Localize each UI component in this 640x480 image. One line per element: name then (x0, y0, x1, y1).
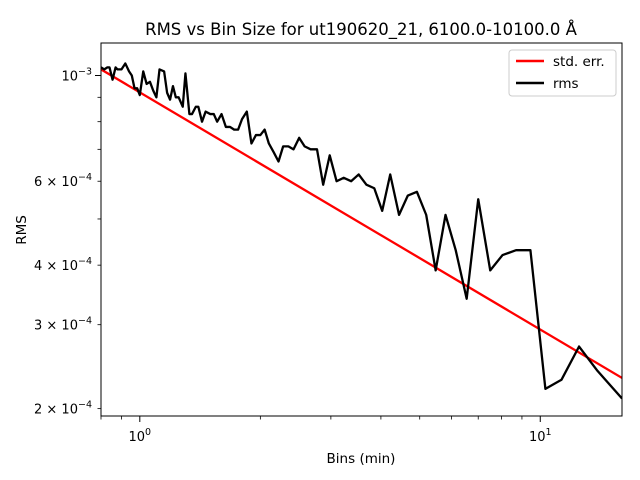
plot-frame (100, 42, 623, 417)
legend: std. err. rms (508, 49, 617, 97)
x-tick-label: 101 (529, 427, 552, 445)
y-tick-label: 3 × 10−4 (34, 316, 92, 334)
series-line-rms (101, 62, 622, 400)
x-tick-label: 100 (129, 427, 152, 445)
y-tick-label: 2 × 10−4 (34, 400, 92, 418)
y-axis-ticks: 10−3 2 × 10−4 3 × 10−4 4 × 10−4 6 × 10−4 (34, 66, 101, 418)
legend-label-rms: rms (553, 76, 579, 92)
chart-title: RMS vs Bin Size for ut190620_21, 6100.0-… (145, 20, 577, 40)
series-line-std-err (101, 68, 622, 379)
plot-area (100, 42, 623, 417)
y-axis-label: RMS (14, 215, 30, 245)
y-tick-label: 4 × 10−4 (34, 256, 92, 274)
x-axis-ticks: 100 101 (100, 416, 552, 445)
x-axis-label: Bins (min) (327, 451, 396, 467)
legend-label-std-err: std. err. (553, 54, 605, 70)
y-tick-label: 6 × 10−4 (34, 172, 92, 190)
y-tick-label: 10−3 (61, 66, 92, 84)
